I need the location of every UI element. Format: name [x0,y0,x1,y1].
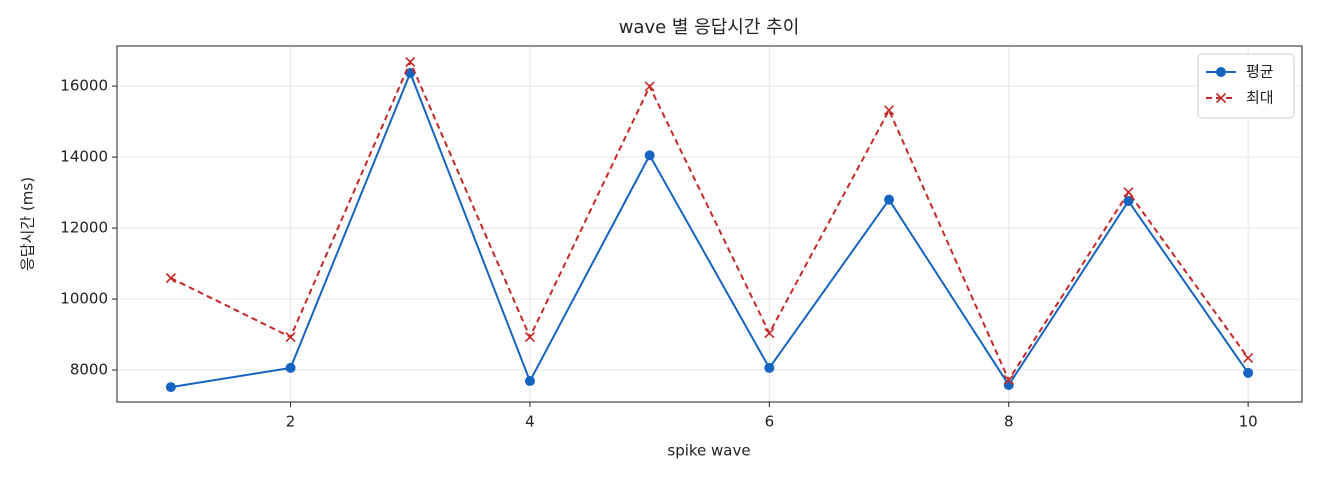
legend-label: 최대 [1246,89,1274,107]
marker [644,81,655,92]
marker [764,362,775,373]
marker [524,376,535,387]
y-tick-label: 10000 [60,290,108,308]
y-tick-label: 8000 [70,361,108,379]
x-tick-label: 8 [1004,413,1014,431]
legend-marker [1216,67,1226,77]
marker [644,150,655,161]
marker [883,105,895,116]
marker [165,382,176,393]
chart-title: wave 별 응답시간 추이 [619,17,800,38]
marker [405,67,416,78]
x-tick-label: 2 [286,413,296,431]
marker [405,56,416,68]
marker [764,328,775,339]
x-tick-label: 6 [765,413,775,431]
marker [285,331,296,343]
series-line [170,59,1249,383]
x-tick-label: 10 [1239,413,1258,431]
legend-marker [1215,92,1227,104]
x-axis-label: spike wave [667,442,750,460]
legend-label: 평균 [1246,63,1274,81]
y-axis-label: 응답시간 (ms) [19,177,37,271]
marker [1243,352,1254,364]
marker [884,194,895,205]
marker [1123,196,1134,207]
series-line [170,70,1249,389]
marker [285,362,296,373]
y-tick-label: 12000 [60,219,108,237]
marker [1003,374,1014,386]
y-tick-label: 14000 [60,148,108,166]
marker [1123,187,1134,198]
marker [524,331,536,343]
marker [165,273,176,284]
y-tick-label: 16000 [60,77,108,95]
x-tick-label: 4 [525,413,535,431]
marker [1243,367,1254,378]
plot-frame [116,45,1303,403]
